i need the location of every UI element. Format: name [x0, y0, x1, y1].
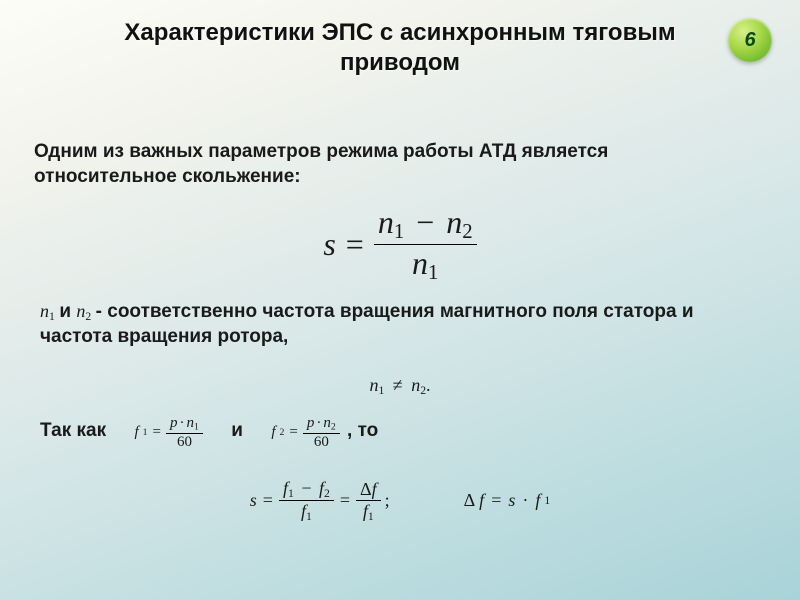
then-word: , то	[347, 420, 378, 441]
f1-eq: =	[153, 423, 161, 443]
equation-neq: n1 ≠ n2.	[0, 375, 800, 397]
n1d-sub: 1	[428, 261, 438, 284]
variable-description: n1 и n2 - соответственно частота вращени…	[40, 300, 750, 349]
df-dot: ·	[519, 490, 531, 511]
neq-dot: .	[426, 375, 431, 395]
eqs-df-f: f	[372, 479, 377, 499]
f1-den: 60	[166, 434, 203, 451]
equation-delta-f: Δf = s · f1	[462, 490, 553, 511]
neq-b: n	[411, 375, 420, 395]
f2-lhs: f	[271, 423, 275, 443]
df-f1: f	[535, 490, 540, 511]
df-eq: =	[491, 490, 501, 511]
inline-n1-sub: 1	[49, 310, 55, 323]
n1-sub: 1	[394, 220, 404, 243]
n1d-var: n	[412, 245, 428, 281]
n1-var: n	[378, 204, 394, 240]
since-word: Так как	[40, 420, 106, 441]
f2-n: n	[323, 415, 331, 431]
f1-n: n	[187, 415, 195, 431]
eqs-eq1: =	[263, 490, 273, 511]
title-container: Характеристики ЭПС с асинхронным тяговым…	[0, 18, 800, 78]
equation-slip: s = n1 − n2 n1	[0, 204, 800, 285]
n2-sub: 2	[462, 220, 472, 243]
and-word: и	[59, 301, 76, 322]
equals-sign: =	[346, 226, 364, 263]
neq-op: ≠	[389, 375, 407, 395]
df-s: s	[508, 490, 515, 511]
eqs-semi: ;	[385, 490, 390, 511]
eqs-den2-sub: 1	[368, 509, 374, 522]
eq-slip-lhs: s	[323, 226, 335, 263]
eqs-den-f1-sub: 1	[306, 510, 312, 523]
df-f1-sub: 1	[544, 494, 550, 507]
eqs-f1-sub: 1	[288, 487, 294, 500]
eqs-eq2: =	[340, 490, 350, 511]
eqs-f2-sub: 2	[324, 487, 330, 500]
f1-p: p	[170, 415, 178, 431]
eqs-delta: Δ	[360, 479, 372, 499]
f1-lhs-sub: 1	[143, 427, 148, 440]
inline-n1-var: n	[40, 301, 49, 321]
page-title: Характеристики ЭПС с асинхронным тяговым…	[120, 18, 680, 78]
inline-n2-sub: 2	[85, 310, 91, 323]
inline-n2-var: n	[76, 301, 85, 321]
f1-lhs: f	[134, 423, 138, 443]
f1-n-sub: 1	[194, 421, 199, 432]
df-delta: Δ	[464, 490, 476, 511]
between-word: и	[231, 420, 243, 441]
f2-lhs-sub: 2	[280, 427, 285, 440]
intro-text: Одним из важных параметров режима работы…	[34, 140, 740, 189]
f2-eq: =	[289, 423, 297, 443]
eqs-lhs: s	[250, 490, 257, 511]
description-tail: - соответственно частота вращения магнит…	[40, 301, 694, 347]
f2-n-sub: 2	[331, 421, 336, 432]
equation-bottom-row: s = f1 − f2 f1 = Δf f1	[0, 478, 800, 524]
equation-s-frequency: s = f1 − f2 f1 = Δf f1	[248, 478, 392, 524]
n2-var: n	[446, 204, 462, 240]
f2-den: 60	[303, 434, 340, 451]
f1-dot: ·	[178, 415, 187, 431]
since-line: Так как f1 = p·n1 60 и f2 = p·n2 60 , то	[40, 415, 750, 451]
eqs-minus: −	[298, 478, 314, 498]
df-f: f	[479, 490, 484, 511]
minus-sign: −	[412, 204, 438, 240]
neq-as: 1	[378, 384, 384, 397]
